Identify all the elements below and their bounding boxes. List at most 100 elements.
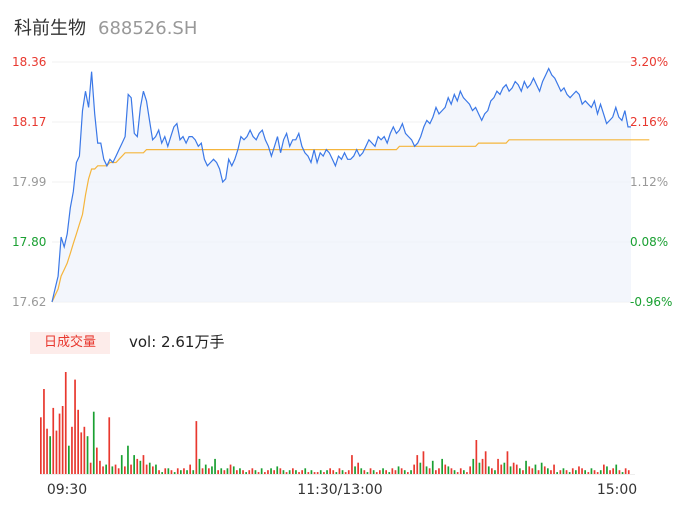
- volume-bar: [484, 451, 487, 474]
- volume-bar: [469, 466, 471, 474]
- x-axis: 09:30 11:30/13:00 15:00: [47, 482, 637, 498]
- volume-bar: [55, 430, 58, 474]
- volume-bar: [547, 468, 549, 474]
- volume-bar: [534, 464, 537, 474]
- volume-bar: [164, 468, 167, 474]
- volume-bar: [245, 472, 247, 474]
- volume-bar: [606, 466, 608, 474]
- volume-bar: [127, 445, 129, 474]
- volume-bar: [201, 468, 204, 474]
- volume-bar: [543, 466, 546, 474]
- volume-bar: [254, 470, 257, 474]
- volume-bar: [385, 470, 387, 474]
- volume-bar: [77, 409, 79, 474]
- volume-bar: [413, 464, 415, 474]
- avg-price-line: [51, 139, 650, 303]
- volume-bar: [148, 462, 151, 474]
- volume-bar: [363, 470, 366, 474]
- volume-bar: [307, 472, 310, 474]
- volume-bar: [292, 468, 294, 474]
- volume-bar: [537, 470, 540, 474]
- stock-title: 科前生物 688526.SH: [14, 14, 197, 40]
- volume-bar: [578, 466, 580, 474]
- volume-bar: [351, 455, 353, 474]
- volume-bar: [341, 470, 344, 474]
- volume-bar: [459, 468, 462, 474]
- volume-bar: [382, 468, 384, 474]
- volume-bar: [410, 470, 412, 474]
- volume-bar: [599, 470, 602, 474]
- y-left-tick-label: 17.62: [12, 295, 46, 309]
- volume-bar: [512, 462, 515, 474]
- volume-bar: [425, 466, 428, 474]
- volume-bar: [102, 466, 104, 474]
- volume-bar: [428, 468, 431, 474]
- volume-bar: [251, 468, 254, 474]
- price-area: [52, 68, 631, 302]
- volume-bar: [46, 428, 48, 474]
- volume-bar: [372, 470, 375, 474]
- volume-bar: [525, 460, 527, 474]
- volume-prefix: vol:: [129, 333, 162, 351]
- volume-bar: [211, 466, 213, 474]
- volume-bar: [624, 468, 627, 474]
- volume-bar: [58, 413, 61, 474]
- volume-bar: [388, 472, 391, 474]
- volume-bar: [192, 470, 195, 474]
- volume-bar: [581, 468, 583, 474]
- volume-bar: [562, 468, 565, 474]
- volume-bar: [332, 470, 335, 474]
- volume-bar: [295, 470, 297, 474]
- volume-bar: [621, 472, 624, 474]
- volume-bar: [64, 372, 67, 474]
- x-tick-label: 15:00: [597, 482, 637, 498]
- volume-bar: [618, 470, 621, 474]
- volume-bar: [344, 472, 347, 474]
- volume-bar: [99, 460, 101, 474]
- volume-bar: [43, 389, 45, 474]
- y-axis-left: 18.36 18.17 17.99 17.80 17.62: [12, 55, 46, 309]
- volume-bar: [105, 464, 107, 474]
- volume-value: 2.61万手: [161, 333, 225, 351]
- volume-bar: [136, 458, 139, 474]
- volume-bar: [347, 470, 350, 474]
- volume-bar: [173, 472, 176, 474]
- volume-bar: [279, 468, 282, 474]
- volume-bar: [326, 470, 328, 474]
- volume-bar: [400, 468, 403, 474]
- volume-bar: [515, 464, 518, 474]
- volume-bar: [603, 464, 605, 474]
- volume-bar: [550, 470, 552, 474]
- volume-bar: [74, 379, 76, 474]
- volume-bar: [161, 472, 163, 474]
- volume-bar: [575, 470, 577, 474]
- volume-bar: [472, 458, 475, 474]
- volume-bar: [419, 462, 422, 474]
- volume-bar: [435, 470, 437, 474]
- volume-bar: [208, 468, 210, 474]
- volume-bar: [130, 464, 132, 474]
- volume-bar: [80, 432, 83, 474]
- volume-bar: [145, 464, 148, 474]
- volume-bar: [568, 472, 571, 474]
- price-area-fill: [52, 68, 631, 302]
- y-right-tick-label: 2.16%: [630, 115, 668, 129]
- volume-bar: [475, 440, 478, 474]
- volume-bar: [357, 462, 359, 474]
- volume-bar: [108, 417, 111, 474]
- volume-bar: [40, 417, 42, 474]
- price-lines: [51, 67, 650, 303]
- volume-bar: [142, 455, 145, 474]
- volume-bar: [232, 466, 235, 474]
- y-right-tick-label: 1.12%: [630, 175, 668, 189]
- volume-bar: [503, 462, 506, 474]
- volume-bar: [96, 447, 98, 474]
- volume-bar: [590, 468, 593, 474]
- volume-bar: [236, 470, 238, 474]
- volume-bar: [316, 472, 319, 474]
- volume-bar: [180, 470, 182, 474]
- volume-bar: [264, 472, 266, 474]
- stock-name: 科前生物: [14, 18, 86, 39]
- volume-bar: [338, 468, 341, 474]
- volume-bar: [497, 458, 499, 474]
